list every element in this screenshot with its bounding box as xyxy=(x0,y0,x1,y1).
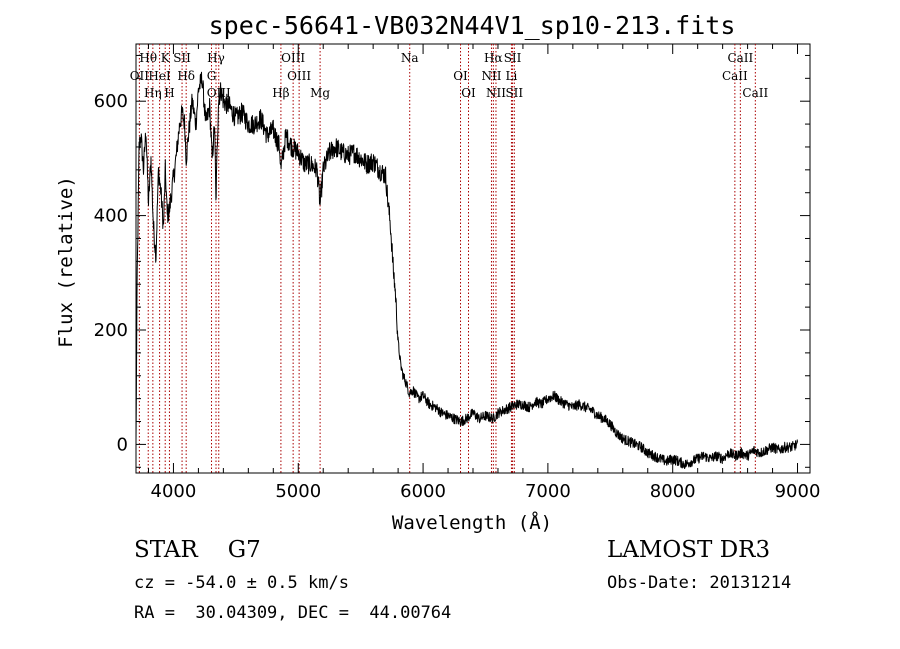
spectrum-series xyxy=(135,71,798,469)
reference-line-label: Hα xyxy=(484,51,503,65)
reference-line-label: Hθ xyxy=(139,51,157,65)
survey-label: LAMOST DR3 xyxy=(607,537,771,563)
reference-line-label: SII xyxy=(504,51,522,65)
reference-line-label: OII xyxy=(130,69,150,83)
reference-line-label: CaII xyxy=(742,86,768,100)
y-axis-label: Flux (relative) xyxy=(55,176,77,348)
x-tick-label: 9000 xyxy=(775,481,821,502)
reference-line-label: NII xyxy=(486,86,506,100)
y-tick-label: 400 xyxy=(94,206,128,227)
class-label: STAR xyxy=(134,537,198,563)
reference-line-label: K xyxy=(161,51,171,65)
x-tick-label: 5000 xyxy=(275,481,321,502)
reference-lines xyxy=(138,44,756,473)
reference-line-label: Mg xyxy=(310,86,330,100)
x-tick-label: 7000 xyxy=(525,481,571,502)
x-tick-label: 4000 xyxy=(151,481,197,502)
reference-line-label: H xyxy=(164,86,174,100)
y-tick-label: 600 xyxy=(94,91,128,112)
reference-line-label: SII xyxy=(173,51,191,65)
obs-date-label: Obs-Date: 20131214 xyxy=(607,573,792,593)
reference-line-label: HeI xyxy=(148,69,171,83)
reference-line-label: Li xyxy=(506,69,518,83)
reference-line-label: Hδ xyxy=(177,69,195,83)
reference-line-label: SII xyxy=(505,86,523,100)
reference-line-label: Hβ xyxy=(272,86,289,100)
reference-line-label: CaII xyxy=(727,51,753,65)
reference-line-label: NII xyxy=(481,69,501,83)
object-class: STAR G7 xyxy=(134,537,261,563)
x-axis-label: Wavelength (Å) xyxy=(392,511,552,534)
reference-line-label: OI xyxy=(453,69,468,83)
chart-title: spec-56641-VB032N44V1_sp10-213.fits xyxy=(209,11,736,40)
reference-line-labels: Hθ OII Hη K HeI H SII Hδ OIII Hγ G Hβ OIII OIII Mg Na OI… xyxy=(130,51,769,100)
reference-line-label: G xyxy=(207,69,217,83)
reference-line-label: Hη xyxy=(144,86,162,100)
subclass-label: G7 xyxy=(227,537,261,563)
axis-ticks: 4000 5000 6000 7000 8000 9000 0 200 400 600 xyxy=(94,44,821,502)
reference-line-label: Na xyxy=(401,51,419,65)
y-tick-label: 200 xyxy=(94,320,128,341)
reference-line-label: CaII xyxy=(722,69,748,83)
reference-line-label: Hγ xyxy=(207,51,225,65)
reference-line-label: OIII xyxy=(281,51,305,65)
x-tick-label: 8000 xyxy=(650,481,696,502)
x-tick-label: 6000 xyxy=(400,481,446,502)
spectrum-line xyxy=(135,71,798,469)
y-tick-label: 0 xyxy=(117,434,128,455)
reference-line-label: OI xyxy=(461,86,476,100)
redshift-label: cz = -54.0 ± 0.5 km/s xyxy=(134,573,349,593)
coordinates-label: RA = 30.04309, DEC = 44.00764 xyxy=(134,603,452,623)
reference-line-label: OIII xyxy=(287,69,311,83)
reference-line-label: OIII xyxy=(207,86,231,100)
